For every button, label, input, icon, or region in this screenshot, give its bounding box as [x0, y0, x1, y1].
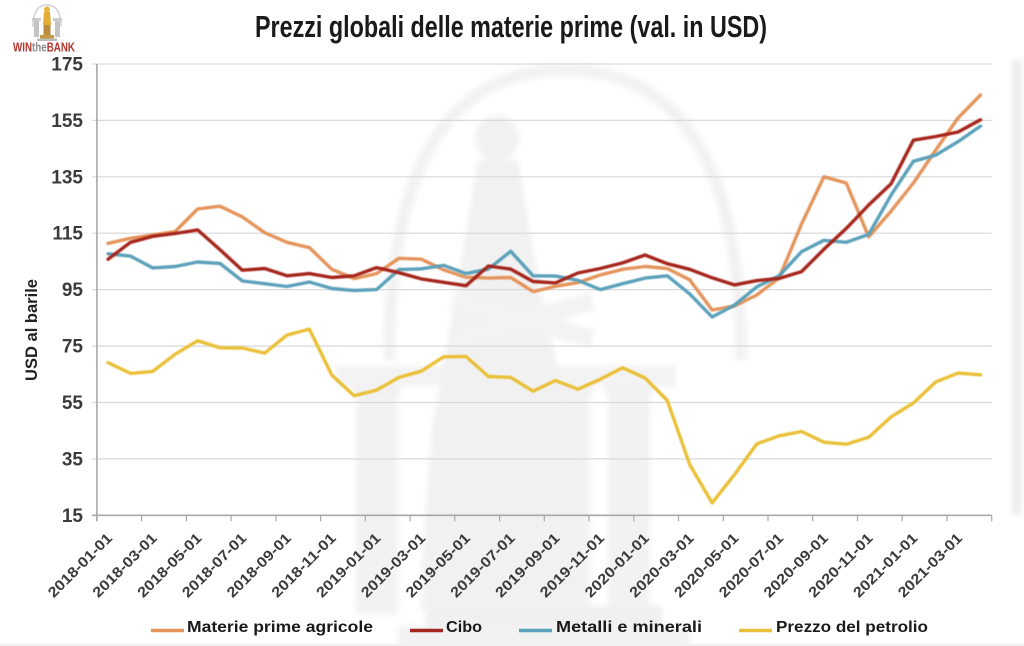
svg-text:Prezzi globali delle materie p: Prezzi globali delle materie prime (val.… [255, 9, 767, 44]
svg-text:115: 115 [52, 224, 83, 245]
svg-text:35: 35 [62, 449, 84, 470]
svg-text:175: 175 [51, 55, 83, 76]
svg-text:Cibo: Cibo [446, 619, 482, 636]
svg-text:55: 55 [62, 393, 84, 414]
svg-text:155: 155 [51, 111, 83, 132]
svg-text:15: 15 [62, 506, 84, 527]
svg-text:135: 135 [51, 167, 83, 188]
svg-text:95: 95 [62, 280, 84, 301]
svg-text:Materie prime agricole: Materie prime agricole [187, 619, 373, 636]
svg-text:WINtheBANK: WINtheBANK [13, 40, 75, 55]
svg-text:75: 75 [62, 337, 84, 358]
svg-text:Metalli e minerali: Metalli e minerali [556, 619, 702, 636]
svg-text:Prezzo del petrolio: Prezzo del petrolio [776, 619, 928, 636]
svg-text:USD al barile: USD al barile [22, 279, 41, 381]
